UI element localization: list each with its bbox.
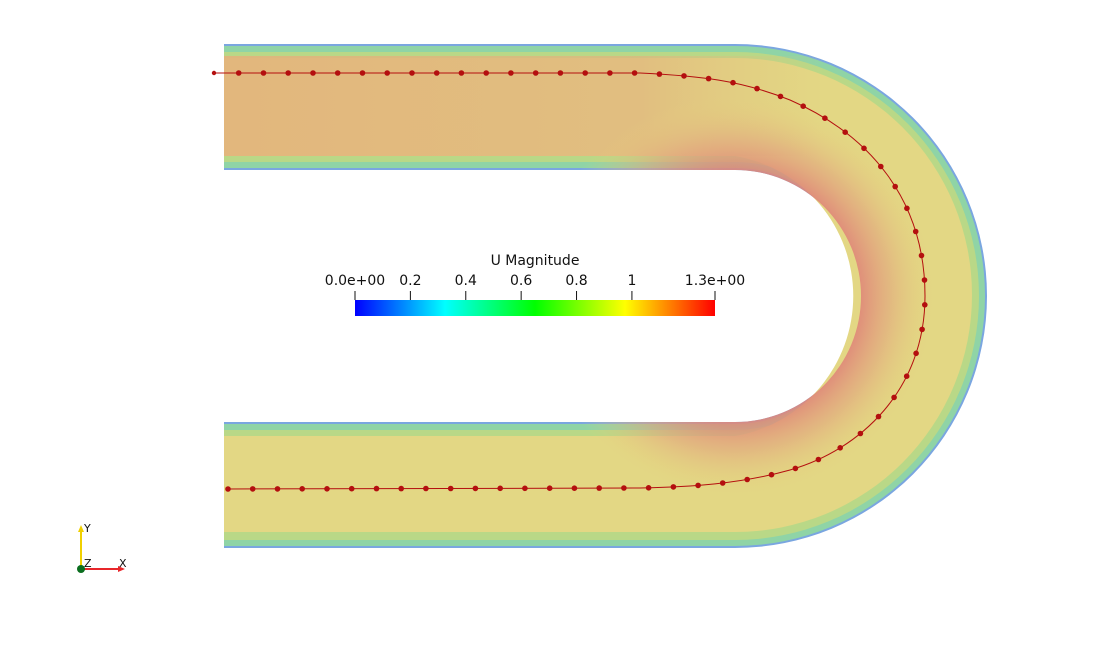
streamline-point: [546, 485, 553, 492]
streamline-point: [705, 75, 712, 82]
streamline-point: [423, 485, 429, 492]
streamline-point: [903, 373, 910, 380]
streamline-point: [607, 70, 613, 76]
streamline-point: [719, 480, 726, 486]
streamline-point: [249, 486, 256, 492]
streamline-point: [631, 70, 638, 76]
colorbar-tick-label: 0.4: [455, 273, 477, 289]
streamline-point: [621, 485, 627, 491]
streamline-point: [913, 350, 919, 357]
colorbar-ticks: 0.0e+00 0.2 0.4 0.6 0.8 1 1.3e+00: [325, 273, 745, 300]
streamline-point: [398, 485, 405, 492]
streamline-point: [557, 70, 564, 76]
streamline-point: [285, 70, 292, 76]
streamline-point: [260, 70, 267, 76]
x-axis-label: X: [119, 557, 127, 570]
streamline-point: [842, 129, 848, 135]
streamline-point: [875, 413, 882, 420]
colorbar-tick-label: 1.3e+00: [685, 273, 745, 289]
streamline-point: [522, 485, 528, 492]
streamline-point: [800, 103, 806, 109]
y-axis-label: Y: [83, 522, 91, 535]
streamline-point: [792, 465, 799, 472]
colorbar-tick-label: 0.0e+00: [325, 273, 385, 289]
streamline-point: [815, 456, 822, 463]
streamline-point: [359, 70, 366, 76]
streamline-point: [891, 394, 897, 401]
streamline-point: [532, 70, 539, 76]
streamline-point: [483, 70, 490, 76]
z-axis-dot-icon: [77, 565, 85, 573]
streamline-point: [508, 70, 514, 76]
streamline-point: [472, 485, 479, 492]
streamline-point: [730, 79, 736, 86]
colorbar-gradient: [355, 300, 715, 316]
streamline-point: [310, 70, 316, 76]
streamline-point: [921, 277, 928, 283]
streamline-point: [348, 485, 355, 492]
streamline-point: [656, 71, 663, 77]
streamline-point: [904, 205, 910, 212]
streamline-point: [861, 145, 867, 152]
colorbar-tick-label: 0.2: [399, 273, 421, 289]
streamline-point: [837, 445, 843, 451]
colorbar-title: U Magnitude: [491, 253, 580, 269]
colorbar: U Magnitude 0.0e+00 0.2 0.4 0.6 0.8 1 1.3e+00: [325, 253, 745, 316]
streamline-points: [211, 70, 928, 492]
streamline-point: [912, 228, 919, 235]
streamline-point: [645, 485, 652, 491]
streamline-point: [777, 93, 784, 100]
x-axis-arrow-icon: [118, 566, 125, 572]
streamline-point: [211, 70, 217, 76]
streamline-point: [458, 70, 465, 76]
streamline-point: [878, 163, 884, 170]
pipe-flow-field: [224, 44, 987, 548]
streamline-point: [274, 486, 281, 492]
streamline-point: [822, 115, 828, 121]
streamline-point: [225, 486, 231, 492]
colorbar-tick-label: 0.8: [565, 273, 587, 289]
colorbar-tick-label: 0.6: [510, 273, 532, 289]
streamline-point: [384, 70, 391, 76]
streamline-point: [373, 485, 380, 492]
streamline-point: [919, 326, 925, 333]
streamline: [211, 70, 928, 492]
orientation-axes: Y Z X: [77, 522, 127, 573]
streamline-point: [324, 486, 330, 492]
streamline-point: [754, 85, 760, 92]
streamline-point: [299, 486, 306, 492]
streamline-point: [447, 485, 454, 492]
streamline-point: [695, 482, 701, 489]
streamline-point: [857, 430, 864, 437]
z-axis-label: Z: [84, 557, 92, 570]
streamline-point: [409, 70, 415, 76]
streamline-point: [744, 476, 750, 483]
streamline-point: [433, 70, 440, 76]
streamline-point: [768, 471, 775, 478]
colorbar-tick-label: 1: [627, 273, 636, 289]
streamline-point: [681, 73, 687, 79]
streamline-point: [918, 252, 925, 259]
streamline-point: [235, 70, 242, 76]
streamline-point: [922, 302, 928, 308]
streamline-point: [670, 484, 677, 490]
streamline-point: [497, 485, 504, 492]
streamline-point: [596, 485, 602, 491]
streamline-point: [582, 70, 588, 76]
streamline-point: [334, 70, 341, 76]
streamline-point: [571, 485, 578, 492]
streamline-point: [892, 183, 898, 190]
y-axis-arrow-icon: [78, 525, 84, 532]
